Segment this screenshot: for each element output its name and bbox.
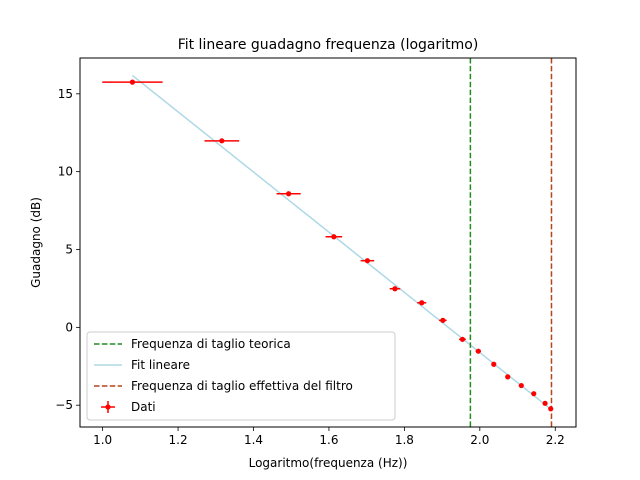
x-tick-label: 1.4 [244, 433, 263, 447]
y-tick-label: −5 [55, 398, 73, 412]
data-point [548, 406, 554, 412]
y-axis: −5 0 5 10 15 [55, 87, 80, 412]
data-point [531, 391, 537, 397]
chart-title: Fit lineare guadagno frequenza (logaritm… [178, 37, 479, 53]
data-point [417, 300, 427, 306]
legend-entry: Frequenza di taglio effettiva del filtro [94, 379, 353, 393]
plot-area [102, 58, 554, 427]
data-marker [364, 258, 371, 264]
legend-label: Frequenza di taglio teorica [131, 337, 291, 351]
legend-swatch [105, 404, 111, 410]
legend-label: Dati [131, 400, 156, 414]
x-axis: 1.0 1.2 1.4 1.6 1.8 2.0 2.2 [93, 427, 565, 447]
data-point [439, 317, 447, 323]
data-marker [548, 406, 554, 412]
data-marker [219, 138, 225, 144]
data-marker [531, 391, 537, 397]
data-point [360, 258, 375, 264]
data-point [505, 374, 511, 380]
data-marker [331, 234, 337, 240]
axes-frame [79, 57, 577, 428]
data-marker [505, 374, 511, 380]
x-tick-label: 1.6 [319, 433, 338, 447]
data-marker [491, 361, 497, 367]
legend-entry: Frequenza di taglio teorica [94, 337, 291, 351]
y-tick-label: 0 [65, 320, 73, 334]
data-point [542, 400, 548, 406]
data-marker [285, 191, 292, 197]
data-point [475, 348, 481, 354]
x-tick-label: 1.8 [395, 433, 414, 447]
y-axis-label: Guadagno (dB) [29, 197, 43, 288]
legend-label: Frequenza di taglio effettiva del filtro [131, 379, 353, 393]
data-marker [419, 300, 425, 306]
data-point [518, 382, 524, 389]
data-point [389, 286, 401, 292]
legend-box [86, 331, 396, 421]
data-marker [440, 317, 446, 323]
data-point [204, 138, 240, 144]
y-tick-label: 15 [58, 87, 73, 101]
data-point [276, 191, 301, 197]
data-point [325, 234, 343, 240]
y-tick-label: 5 [65, 243, 73, 257]
data-point [102, 79, 163, 85]
x-tick-label: 2.2 [546, 433, 565, 447]
x-tick-label: 1.0 [93, 433, 112, 447]
data-marker [475, 348, 481, 354]
x-axis-label: Logaritmo(frequenza (Hz)) [249, 456, 408, 470]
y-tick-label: 10 [58, 165, 73, 179]
legend-entry: Fit lineare [94, 358, 190, 372]
data-point [459, 336, 466, 342]
data-point [491, 361, 497, 367]
data-marker [459, 336, 466, 342]
legend: Frequenza di taglio teorica Fit lineare Fr… [86, 331, 396, 421]
x-tick-label: 1.2 [169, 433, 188, 447]
data-marker [518, 382, 524, 389]
data-marker [129, 79, 136, 85]
legend-entry: Dati [101, 400, 156, 414]
data-marker [392, 286, 398, 292]
data-marker [542, 400, 548, 406]
x-tick-label: 2.0 [470, 433, 489, 447]
legend-label: Fit lineare [131, 358, 190, 372]
fit-line [131, 74, 552, 410]
